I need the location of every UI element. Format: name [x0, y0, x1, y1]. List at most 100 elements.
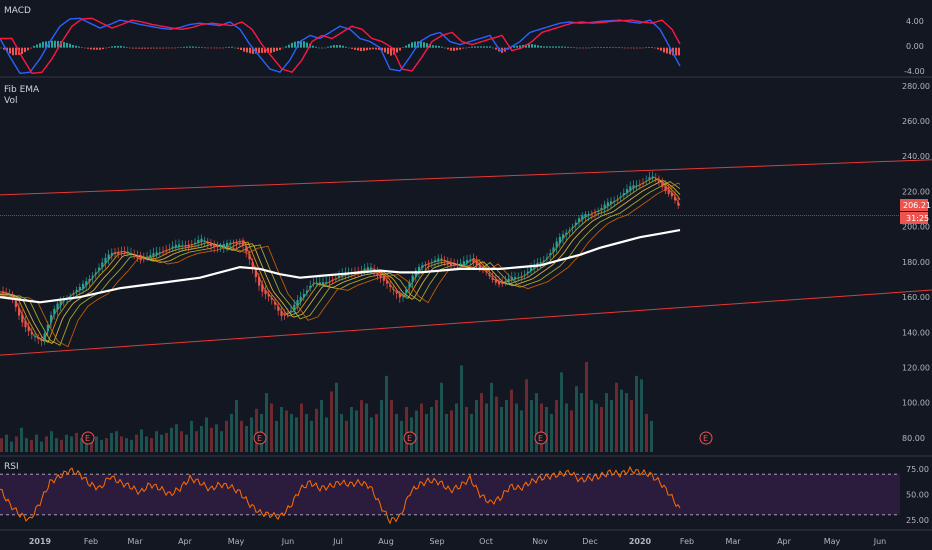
candle-body — [517, 277, 520, 279]
price-axis-label: 80.00 — [902, 434, 925, 443]
volume-bar — [50, 431, 53, 452]
macd-histogram-bar — [159, 47, 161, 49]
macd-histogram-bar — [141, 47, 143, 49]
candle-body — [510, 277, 513, 281]
macd-histogram-bar — [639, 47, 641, 49]
macd-histogram-bar — [75, 45, 77, 48]
volume-bar — [515, 403, 518, 452]
macd-histogram-bar — [597, 47, 599, 48]
candle-body — [216, 245, 219, 248]
volume-bar — [235, 400, 238, 452]
candle-body — [514, 277, 517, 280]
macd-histogram-bar — [372, 47, 374, 50]
candle-body — [526, 271, 529, 274]
rsi-pane[interactable]: RSI 75.00 50.00 25.00 — [0, 462, 929, 525]
volume-bar — [5, 434, 8, 452]
candle-body — [334, 278, 337, 280]
earnings-marker-label: E — [407, 434, 412, 443]
macd-histogram-bar — [282, 47, 284, 49]
candle-body — [427, 263, 430, 265]
macd-histogram-bar — [180, 47, 182, 48]
volume-bar — [375, 413, 378, 452]
volume-bar — [285, 410, 288, 452]
time-axis[interactable]: 2019 Feb Mar Apr May Jun Jul Aug Sep Oct Nov Dec 202… — [29, 537, 886, 546]
price-pane[interactable]: E E E E E Fib EMA Vol 280.00 260.00 240.00 220.… — [0, 82, 932, 452]
macd-histogram-bar — [426, 43, 428, 48]
candle-body — [251, 261, 254, 269]
candle-body — [363, 268, 366, 271]
macd-histogram-bar — [186, 46, 188, 48]
candle-body — [82, 283, 85, 289]
macd-histogram-bar — [267, 47, 269, 53]
macd-histogram-bar — [678, 47, 680, 56]
macd-histogram-bar — [489, 46, 491, 48]
macd-histogram-bar — [471, 46, 473, 48]
macd-histogram-bar — [339, 45, 341, 48]
macd-histogram-bar — [612, 47, 614, 49]
macd-histogram-bar — [558, 46, 560, 48]
candle-body — [72, 293, 75, 295]
time-axis-label: Jun — [281, 537, 295, 546]
candle-body — [34, 335, 37, 337]
countdown-background — [900, 212, 928, 224]
channel-lower-line[interactable] — [0, 289, 932, 356]
candle-body — [507, 278, 510, 282]
price-axis[interactable]: 280.00 260.00 240.00 220.00 200.00 180.00 160.… — [902, 82, 930, 443]
volume-bar — [500, 407, 503, 452]
candle-body — [670, 192, 673, 197]
time-axis-label: 2020 — [629, 537, 652, 546]
volume-bar — [315, 408, 318, 452]
indicator-label-fib-ema: Fib EMA — [4, 85, 40, 95]
volume-bar — [535, 393, 538, 452]
macd-histogram-bar — [255, 47, 257, 54]
price-tag-background — [900, 199, 928, 211]
candle-body — [667, 189, 670, 194]
macd-pane[interactable]: MACD 4.00 0.00 -4.00 — [0, 6, 925, 76]
candle-body — [376, 271, 379, 276]
volume-bar — [45, 436, 48, 452]
time-axis-label: Sep — [429, 537, 444, 546]
volume-bar — [395, 413, 398, 452]
macd-histogram-bar — [396, 47, 398, 53]
candle-body — [120, 251, 123, 253]
candle-body — [238, 241, 241, 243]
candle-body — [50, 315, 53, 323]
macd-histogram-bar — [459, 47, 461, 50]
volume-bar — [540, 403, 543, 452]
macd-histogram-bar — [624, 47, 626, 49]
volume-bar — [15, 436, 18, 452]
macd-histogram-bar — [444, 47, 446, 49]
volume-bar — [350, 407, 353, 452]
channel-upper-line[interactable] — [0, 159, 932, 196]
macd-histogram-bar — [381, 47, 383, 51]
candle-body — [18, 307, 21, 316]
candle-body — [555, 241, 558, 248]
macd-histogram-bar — [366, 47, 368, 51]
candle-body — [104, 257, 107, 264]
candle-body — [584, 214, 587, 218]
earnings-marker — [699, 431, 713, 445]
volume-bar — [465, 407, 468, 452]
macd-histogram-bar — [423, 42, 425, 48]
macd-histogram-bar — [144, 47, 146, 49]
candle-body — [286, 313, 289, 315]
volume-bar — [570, 410, 573, 452]
candle-body — [414, 270, 417, 277]
macd-histogram-bar — [615, 47, 617, 49]
macd-histogram-bar — [219, 47, 221, 49]
volume-bar — [565, 403, 568, 452]
rsi-axis[interactable]: 75.00 50.00 25.00 — [906, 465, 929, 525]
earnings-marker-label: E — [85, 434, 90, 443]
macd-histogram-bar — [6, 47, 8, 52]
candle-body — [558, 236, 561, 244]
macd-histogram-bar — [675, 47, 677, 56]
candle-body — [229, 242, 232, 245]
volume-bar — [420, 403, 423, 452]
macd-histogram — [0, 40, 680, 56]
volume-bar — [245, 426, 248, 452]
candle-body — [133, 254, 136, 256]
candle-body — [430, 262, 433, 264]
